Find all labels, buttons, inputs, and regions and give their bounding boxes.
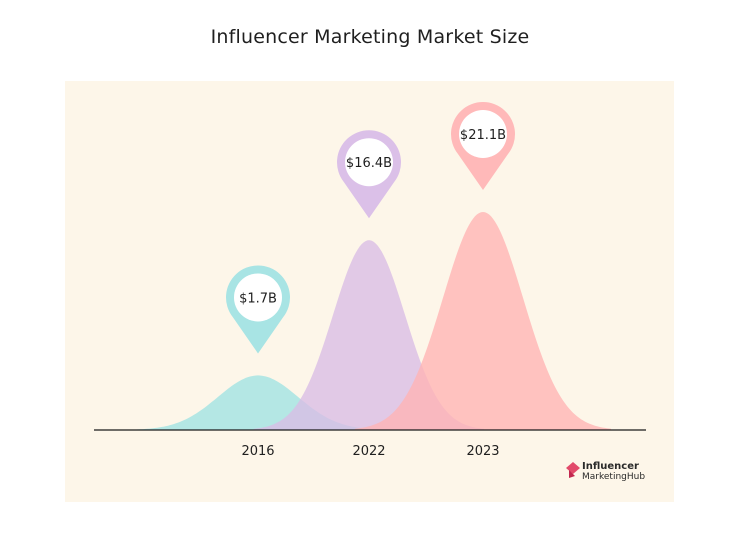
pin-marker-2016 [226, 265, 290, 354]
pin-marker-2022 [337, 130, 401, 219]
area-2023 [355, 212, 611, 430]
x-tick-label-2023: 2023 [466, 444, 499, 459]
logo-mark-icon [566, 462, 580, 478]
pin-marker-2023 [451, 102, 515, 190]
brand-logo: Influencer MarketingHub [566, 460, 676, 482]
logo-text-line1: Influencer [582, 461, 639, 472]
value-label-2023: $21.1B [460, 128, 506, 143]
x-tick-label-2022: 2022 [352, 444, 385, 459]
value-label-2022: $16.4B [346, 156, 392, 171]
value-label-2016: $1.7B [239, 291, 277, 306]
chart-title: Influencer Marketing Market Size [210, 26, 530, 48]
logo-text-line2: MarketingHub [582, 472, 646, 482]
x-tick-label-2016: 2016 [241, 444, 274, 459]
